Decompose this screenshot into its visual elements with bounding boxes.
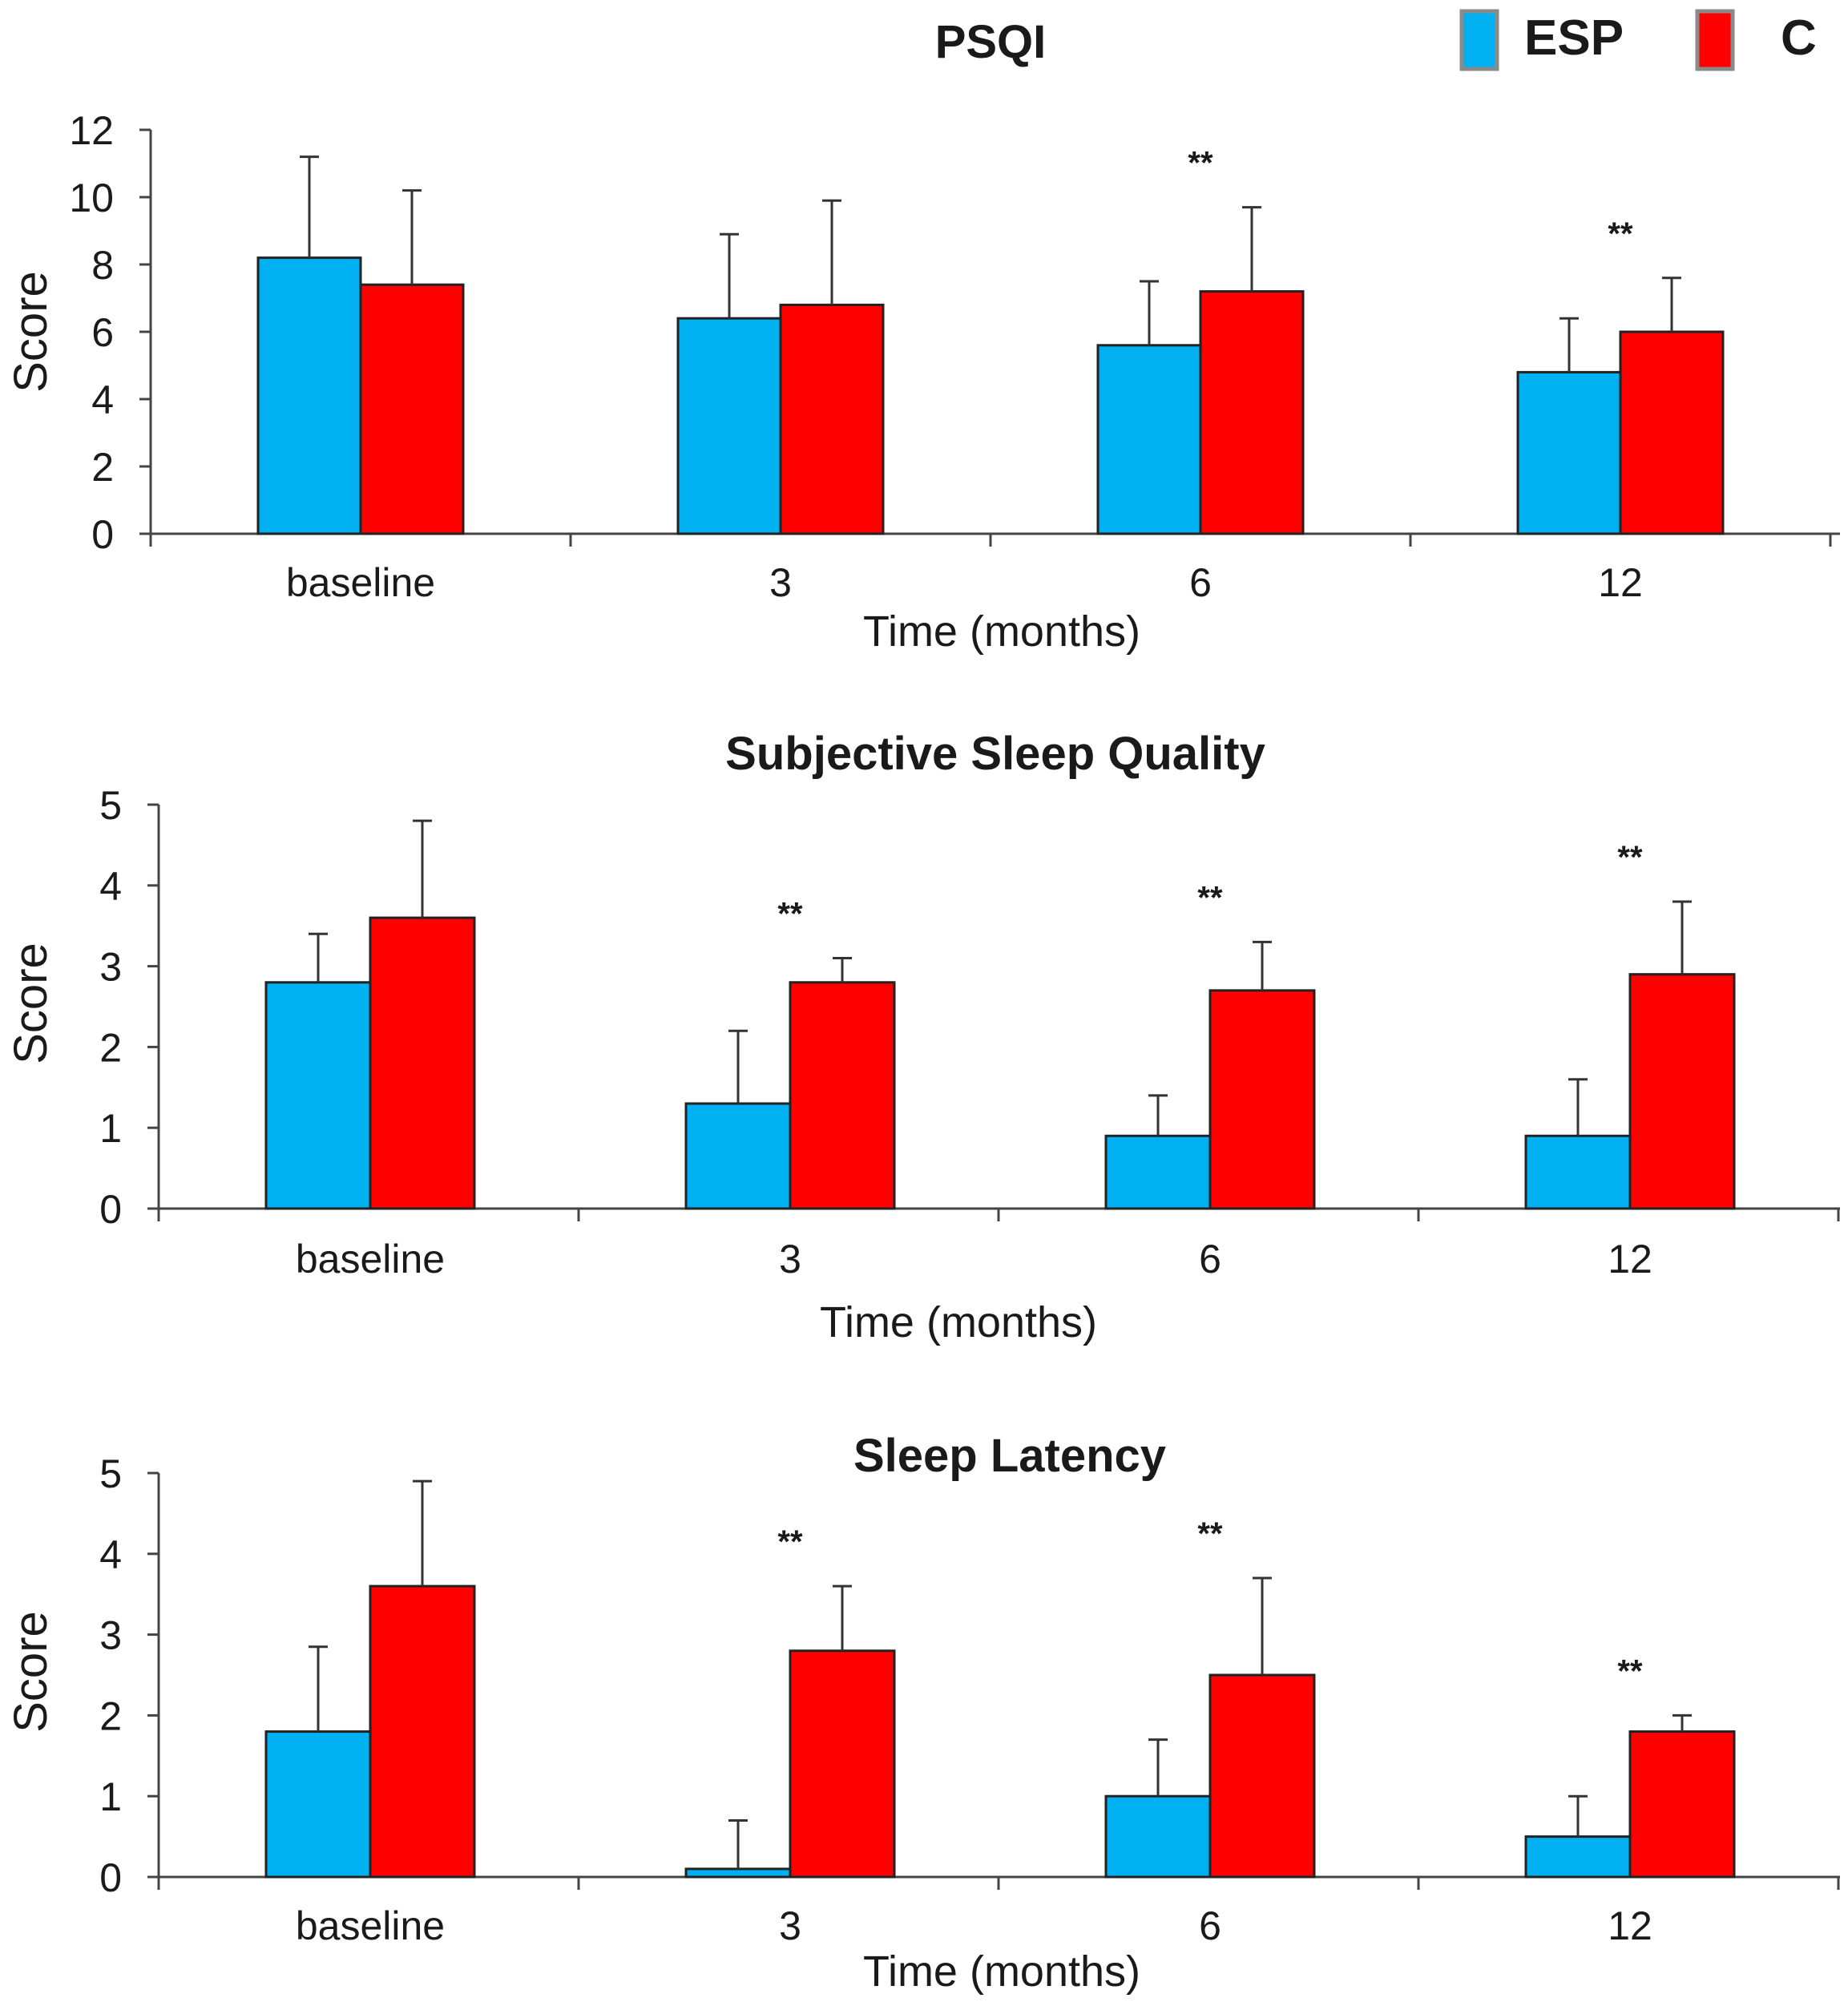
bar-c-baseline bbox=[359, 283, 465, 535]
bar-c-6 bbox=[1199, 290, 1305, 535]
y-tick-label: 0 bbox=[99, 1187, 122, 1232]
significance-marker: ** bbox=[777, 1524, 803, 1560]
bar-c-6 bbox=[1208, 1673, 1316, 1879]
bar-esp-baseline bbox=[256, 256, 362, 535]
chart-panel-1: PSQI 0 2 4 6 8 10 12 baseline 3 6 ** 12 ** Time (month… bbox=[5, 16, 1840, 656]
y-tick-label: 3 bbox=[99, 1613, 122, 1658]
x-axis-label: Time (months) bbox=[820, 1298, 1097, 1346]
y-tick-label: 1 bbox=[99, 1774, 122, 1819]
y-tick-label: 0 bbox=[99, 1855, 122, 1900]
y-tick-label: 1 bbox=[99, 1106, 122, 1151]
y-tick-label: 5 bbox=[99, 783, 122, 828]
y-tick-label: 4 bbox=[99, 864, 122, 909]
bar-esp-6 bbox=[1104, 1134, 1212, 1210]
y-tick-label: 2 bbox=[91, 445, 114, 490]
bar-esp-baseline bbox=[264, 1730, 372, 1879]
chart-title: Subjective Sleep Quality bbox=[725, 728, 1265, 780]
bar-esp-12 bbox=[1516, 370, 1622, 535]
legend-entry-c: C bbox=[1695, 9, 1817, 71]
y-axis-label: Score bbox=[5, 1611, 57, 1733]
bar-c-baseline bbox=[369, 1584, 476, 1879]
x-category-label: 3 bbox=[779, 1903, 801, 1948]
significance-marker: ** bbox=[1608, 216, 1633, 252]
x-axis-label: Time (months) bbox=[863, 607, 1140, 656]
legend-label-c: C bbox=[1781, 10, 1817, 66]
legend-swatch-esp bbox=[1459, 9, 1499, 71]
y-tick-label: 2 bbox=[99, 1025, 122, 1070]
y-tick-label: 12 bbox=[69, 108, 114, 153]
bar-c-3 bbox=[779, 303, 885, 535]
y-axis-label: Score bbox=[5, 271, 57, 393]
x-category-label: baseline bbox=[296, 1903, 445, 1948]
bar-esp-12 bbox=[1524, 1835, 1632, 1879]
significance-marker: ** bbox=[1617, 1653, 1643, 1689]
x-category-label: 6 bbox=[1199, 1903, 1221, 1948]
significance-marker: ** bbox=[1197, 880, 1223, 915]
bar-c-3 bbox=[789, 1649, 896, 1879]
x-category-label: 3 bbox=[769, 560, 792, 605]
x-axis-label: Time (months) bbox=[863, 1948, 1140, 1996]
x-category-label: 6 bbox=[1189, 560, 1212, 605]
bar-esp-3 bbox=[684, 1867, 792, 1879]
bar-esp-6 bbox=[1096, 344, 1202, 535]
x-category-label: 3 bbox=[779, 1237, 801, 1282]
chart-title: PSQI bbox=[935, 16, 1047, 68]
significance-marker: ** bbox=[1188, 146, 1213, 181]
bar-c-3 bbox=[789, 981, 896, 1210]
y-axis-label: Score bbox=[5, 942, 57, 1064]
legend-swatch-c bbox=[1695, 9, 1735, 71]
chart-title: Sleep Latency bbox=[853, 1430, 1166, 1482]
y-tick-label: 10 bbox=[69, 176, 114, 220]
bar-esp-3 bbox=[684, 1102, 792, 1210]
legend-entry-esp: ESP bbox=[1459, 9, 1624, 71]
y-tick-label: 4 bbox=[99, 1532, 122, 1577]
y-tick-label: 2 bbox=[99, 1693, 122, 1738]
bar-esp-6 bbox=[1104, 1794, 1212, 1879]
bar-c-6 bbox=[1208, 989, 1316, 1210]
y-tick-label: 5 bbox=[99, 1451, 122, 1496]
y-tick-label: 4 bbox=[91, 377, 114, 422]
x-category-label: 12 bbox=[1608, 1237, 1652, 1282]
bar-c-baseline bbox=[369, 916, 476, 1210]
legend-label-esp: ESP bbox=[1524, 10, 1624, 66]
bar-c-12 bbox=[1628, 973, 1736, 1210]
bar-esp-baseline bbox=[264, 981, 372, 1210]
bar-c-12 bbox=[1619, 330, 1725, 535]
y-tick-label: 8 bbox=[91, 243, 114, 288]
bar-c-12 bbox=[1628, 1730, 1736, 1879]
bar-esp-12 bbox=[1524, 1134, 1632, 1210]
significance-marker: ** bbox=[777, 897, 803, 932]
y-tick-label: 6 bbox=[91, 310, 114, 355]
x-category-label: 6 bbox=[1199, 1237, 1221, 1282]
x-category-label: 12 bbox=[1598, 560, 1643, 605]
significance-marker: ** bbox=[1197, 1516, 1223, 1552]
bar-esp-3 bbox=[676, 317, 782, 535]
significance-marker: ** bbox=[1617, 840, 1643, 875]
x-category-label: 12 bbox=[1608, 1903, 1652, 1948]
y-tick-label: 3 bbox=[99, 945, 122, 990]
x-category-label: baseline bbox=[296, 1237, 445, 1282]
legend: ESP C bbox=[1459, 9, 1817, 71]
y-tick-label: 0 bbox=[91, 512, 114, 557]
x-category-label: baseline bbox=[286, 560, 435, 605]
